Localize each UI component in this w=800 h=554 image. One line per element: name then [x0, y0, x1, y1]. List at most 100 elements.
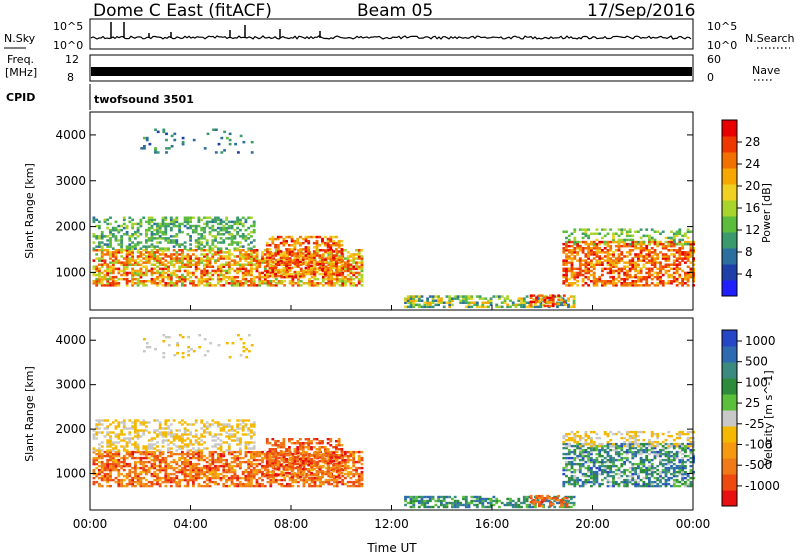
echo-cell	[442, 495, 446, 499]
echo-cell	[265, 274, 269, 278]
echo-cell	[686, 253, 690, 256]
echo-cell	[216, 456, 220, 460]
echo-cell	[111, 228, 115, 232]
echo-cell	[606, 232, 610, 235]
echo-cell	[540, 298, 544, 301]
echo-cell	[299, 274, 302, 278]
echo-cell	[147, 480, 151, 484]
echo-cell	[92, 247, 96, 250]
echo-cell	[327, 275, 331, 279]
echo-cell	[153, 245, 157, 248]
echo-cell	[106, 462, 110, 466]
echo-cell	[489, 303, 493, 307]
echo-cell	[103, 468, 107, 472]
echo-cell	[181, 284, 184, 287]
echo-cell	[522, 301, 526, 304]
echo-cell	[634, 240, 637, 244]
echo-cell	[428, 303, 432, 307]
echo-cell	[233, 269, 237, 273]
echo-cell	[335, 482, 339, 486]
echo-cell	[332, 446, 335, 449]
echo-cell	[230, 474, 234, 478]
echo-cell	[139, 452, 143, 456]
echo-cell	[247, 474, 251, 478]
echo-cell	[186, 449, 190, 452]
echo-cell	[134, 230, 137, 234]
echo-cell	[92, 447, 96, 450]
echo-cell	[167, 275, 170, 279]
echo-cell	[250, 273, 253, 277]
echo-cell	[178, 429, 181, 432]
echo-cell	[412, 503, 416, 507]
echo-cell	[623, 240, 626, 244]
echo-cell	[686, 284, 690, 287]
echo-cell	[587, 267, 590, 271]
echo-cell	[247, 478, 251, 482]
echo-cell	[684, 240, 687, 244]
echo-cell	[448, 305, 452, 309]
echo-cell	[301, 464, 305, 467]
echo-cell	[178, 439, 181, 442]
echo-cell	[164, 216, 168, 219]
echo-cell	[570, 275, 574, 279]
echo-cell	[131, 267, 134, 271]
echo-cell	[164, 282, 168, 285]
echo-cell	[164, 435, 168, 438]
echo-cell	[106, 271, 110, 275]
echo-cell	[272, 478, 275, 482]
echo-cell	[122, 273, 126, 277]
echo-cell	[247, 480, 251, 484]
echo-cell	[109, 478, 112, 482]
echo-cell	[178, 249, 181, 252]
echo-cell	[352, 458, 356, 462]
echo-cell	[125, 251, 129, 254]
echo-cell	[279, 454, 283, 457]
echo-cell	[426, 299, 429, 302]
echo-cell	[318, 254, 322, 257]
echo-cell	[506, 501, 510, 505]
echo-cell	[549, 296, 552, 299]
echo-cell	[241, 277, 245, 281]
echo-cell	[181, 255, 184, 258]
echo-cell	[222, 482, 226, 486]
echo-cell	[156, 435, 159, 438]
echo-cell	[111, 478, 115, 482]
echo-cell	[189, 464, 192, 468]
echo-cell	[183, 433, 187, 436]
echo-cell	[203, 216, 206, 219]
echo-cell	[285, 241, 288, 245]
echo-cell	[301, 252, 305, 255]
echo-cell	[236, 454, 239, 458]
echo-cell	[290, 252, 294, 255]
echo-cell	[296, 254, 300, 257]
echo-cell	[659, 242, 662, 246]
echo-cell	[241, 273, 245, 277]
echo-cell	[337, 440, 341, 443]
echo-cell	[98, 456, 101, 460]
echo-cell	[285, 274, 288, 278]
echo-cell	[332, 468, 335, 471]
echo-cell	[667, 269, 671, 273]
echo-cell	[147, 216, 151, 219]
echo-cell	[667, 275, 671, 279]
echo-cell	[142, 431, 146, 434]
echo-cell	[341, 275, 345, 279]
echo-cell	[150, 218, 154, 222]
echo-cell	[495, 295, 499, 298]
echo-cell	[312, 270, 316, 274]
echo-cell	[448, 299, 452, 302]
echo-cell	[313, 282, 317, 285]
echo-cell	[158, 478, 162, 482]
echo-cell	[578, 267, 582, 271]
echo-cell	[326, 464, 330, 467]
echo-cell	[255, 263, 259, 266]
echo-cell	[355, 275, 358, 279]
echo-cell	[98, 245, 101, 248]
echo-cell	[595, 255, 599, 258]
echo-cell	[172, 273, 176, 277]
echo-cell	[529, 294, 533, 297]
echo-cell	[236, 282, 239, 285]
echo-cell	[642, 284, 646, 287]
echo-cell	[332, 460, 335, 463]
echo-cell	[567, 269, 571, 273]
